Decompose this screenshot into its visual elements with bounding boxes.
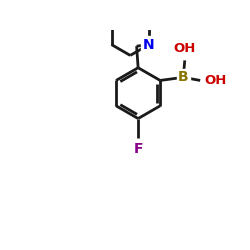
Text: H₃C: H₃C xyxy=(80,0,106,2)
Text: OH: OH xyxy=(205,74,227,87)
Text: F: F xyxy=(134,142,143,156)
Text: B: B xyxy=(178,70,188,84)
Text: OH: OH xyxy=(174,42,196,55)
Text: N: N xyxy=(143,38,155,52)
